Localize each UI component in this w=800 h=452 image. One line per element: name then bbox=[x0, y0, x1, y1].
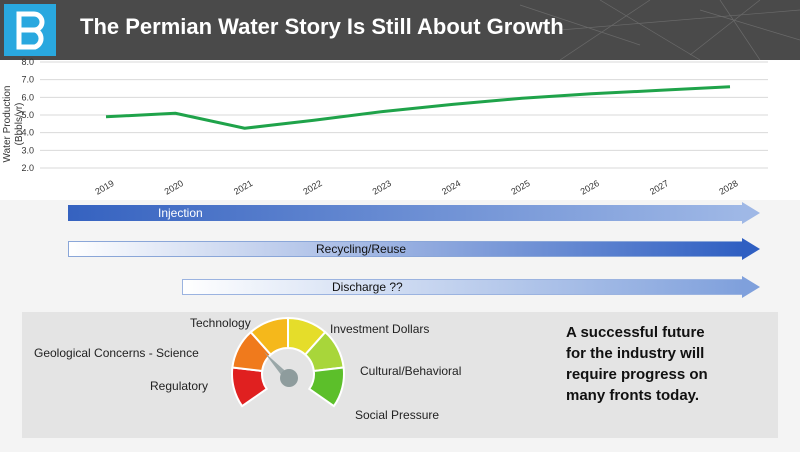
x-tick-label: 2023 bbox=[371, 178, 393, 197]
x-tick-label: 2021 bbox=[232, 178, 254, 197]
y-tick-label: 3.0 bbox=[21, 145, 34, 155]
arrow-head-icon bbox=[742, 202, 760, 224]
discharge-label: Discharge ?? bbox=[332, 280, 403, 294]
callout-text: A successful future for the industry wil… bbox=[566, 324, 708, 404]
water-production-chart: 8.0 7.0 6.0 5.0 4.0 3.0 2.0 2019 2020 2021 2022 202… bbox=[21, 57, 768, 197]
gauge-segment bbox=[231, 366, 269, 408]
gauge-label-geological: Geological Concerns - Science bbox=[34, 346, 199, 360]
gauge-segment bbox=[307, 366, 345, 408]
x-tick-label: 2025 bbox=[509, 178, 531, 197]
recycling-arrow: Recycling/Reuse bbox=[68, 238, 760, 260]
network-background bbox=[519, 0, 800, 60]
injection-label: Injection bbox=[158, 206, 203, 220]
gauge-icon bbox=[231, 316, 345, 408]
series-line-water-production bbox=[105, 85, 731, 130]
y-tick-label: 5.0 bbox=[21, 110, 34, 120]
x-tick-label: 2022 bbox=[301, 178, 323, 197]
x-tick-label: 2024 bbox=[440, 178, 462, 197]
x-tick-label: 2020 bbox=[163, 178, 185, 197]
header-bar: The Permian Water Story Is Still About G… bbox=[0, 0, 800, 60]
recycling-label: Recycling/Reuse bbox=[316, 242, 407, 256]
gauge-label-technology: Technology bbox=[190, 316, 251, 330]
y-tick-label: 2.0 bbox=[21, 163, 34, 173]
x-tick-label: 2026 bbox=[579, 178, 601, 197]
gauge-hub bbox=[280, 369, 298, 387]
y-tick-label: 4.0 bbox=[21, 128, 34, 138]
x-tick-label: 2028 bbox=[717, 178, 739, 197]
x-tick-label: 2019 bbox=[93, 178, 115, 197]
arrow-head-icon bbox=[742, 238, 760, 260]
chart-area bbox=[0, 60, 800, 200]
factors-panel bbox=[22, 312, 778, 438]
y-tick-label: 8.0 bbox=[21, 57, 34, 67]
arrow-head-icon bbox=[742, 276, 760, 298]
b-logo-icon bbox=[4, 4, 56, 56]
gauge-label-cultural: Cultural/Behavioral bbox=[360, 364, 462, 378]
injection-arrow: Injection bbox=[68, 202, 760, 224]
x-tick-label: 2027 bbox=[648, 178, 670, 197]
gauge-label-investment: Investment Dollars bbox=[330, 322, 430, 336]
gauge-label-regulatory: Regulatory bbox=[150, 379, 209, 393]
gauge-label-social: Social Pressure bbox=[355, 408, 440, 422]
discharge-arrow: Discharge ?? bbox=[182, 276, 760, 298]
y-tick-label: 6.0 bbox=[21, 92, 34, 102]
page-title: The Permian Water Story Is Still About G… bbox=[80, 14, 564, 39]
y-tick-label: 7.0 bbox=[21, 75, 34, 85]
